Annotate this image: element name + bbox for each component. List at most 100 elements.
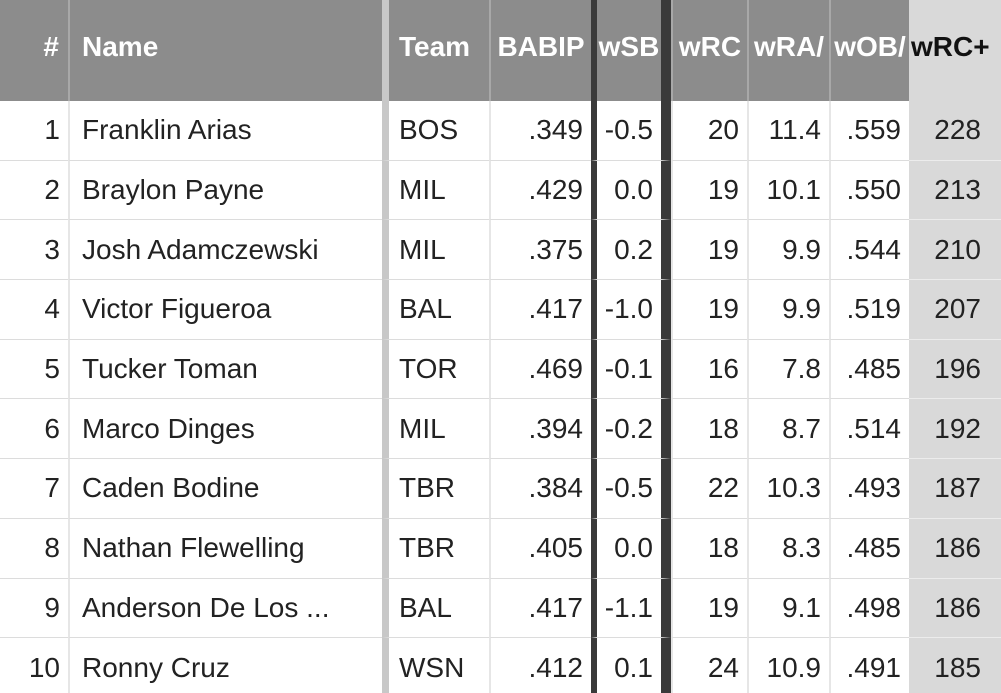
cell-name[interactable]: Braylon Payne — [68, 160, 382, 221]
cell-wrcplus: 186 — [909, 518, 1001, 579]
cell-wrcplus: 210 — [909, 220, 1001, 281]
table-row[interactable]: 9 Anderson De Los ... BAL .417 -1.1 19 9… — [0, 578, 1001, 639]
col-header-wraa[interactable]: wRA/ — [747, 0, 829, 101]
col-header-babip[interactable]: BABIP — [489, 0, 591, 101]
cell-babip: .384 — [489, 459, 591, 519]
cell-wrcplus: 187 — [909, 459, 1001, 519]
cell-wsb: 0.0 — [591, 160, 671, 221]
cell-rank: 9 — [0, 579, 68, 639]
table-row[interactable]: 7 Caden Bodine TBR .384 -0.5 22 10.3 .49… — [0, 459, 1001, 519]
cell-woba: .493 — [829, 459, 909, 519]
col-header-team[interactable]: Team — [382, 0, 489, 101]
cell-wsb: -0.5 — [591, 459, 671, 519]
cell-rank: 6 — [0, 399, 68, 460]
cell-wsb: 0.1 — [591, 638, 671, 693]
cell-team[interactable]: MIL — [382, 160, 489, 221]
table-row[interactable]: 2 Braylon Payne MIL .429 0.0 19 10.1 .55… — [0, 160, 1001, 221]
cell-team[interactable]: BAL — [382, 578, 489, 639]
table-row[interactable]: 10 Ronny Cruz WSN .412 0.1 24 10.9 .491 … — [0, 638, 1001, 693]
cell-team[interactable]: BAL — [382, 280, 489, 340]
cell-woba: .491 — [829, 638, 909, 693]
cell-wsb: -1.1 — [591, 578, 671, 639]
cell-wrcplus: 192 — [909, 399, 1001, 460]
cell-wrcplus: 213 — [909, 160, 1001, 221]
col-header-wrcplus[interactable]: wRC+ — [909, 0, 1001, 101]
cell-name[interactable]: Ronny Cruz — [68, 638, 382, 693]
cell-babip: .349 — [489, 101, 591, 161]
cell-woba: .519 — [829, 280, 909, 340]
cell-name[interactable]: Nathan Flewelling — [68, 518, 382, 579]
cell-wrc: 18 — [671, 518, 747, 579]
cell-babip: .429 — [489, 160, 591, 221]
cell-woba: .485 — [829, 339, 909, 400]
col-header-wsb[interactable]: wSB — [591, 0, 671, 101]
cell-name[interactable]: Marco Dinges — [68, 399, 382, 460]
cell-babip: .417 — [489, 280, 591, 340]
cell-wsb: -0.1 — [591, 339, 671, 400]
cell-team[interactable]: TBR — [382, 459, 489, 519]
col-header-rank[interactable]: # — [0, 0, 68, 101]
cell-team[interactable]: MIL — [382, 220, 489, 281]
cell-wraa: 9.9 — [747, 280, 829, 340]
cell-wrcplus: 186 — [909, 578, 1001, 639]
cell-wsb: 0.2 — [591, 220, 671, 281]
cell-wrc: 19 — [671, 220, 747, 281]
table-row[interactable]: 6 Marco Dinges MIL .394 -0.2 18 8.7 .514… — [0, 399, 1001, 460]
table-row[interactable]: 3 Josh Adamczewski MIL .375 0.2 19 9.9 .… — [0, 220, 1001, 281]
cell-rank: 2 — [0, 161, 68, 221]
cell-rank: 3 — [0, 220, 68, 281]
cell-wrc: 19 — [671, 578, 747, 639]
cell-babip: .469 — [489, 339, 591, 400]
cell-rank: 5 — [0, 340, 68, 400]
table-row[interactable]: 1 Franklin Arias BOS .349 -0.5 20 11.4 .… — [0, 101, 1001, 161]
cell-woba: .559 — [829, 101, 909, 161]
cell-babip: .417 — [489, 578, 591, 639]
cell-wraa: 8.7 — [747, 399, 829, 460]
cell-wrc: 16 — [671, 339, 747, 400]
cell-wrc: 19 — [671, 160, 747, 221]
cell-name[interactable]: Anderson De Los ... — [68, 578, 382, 639]
cell-rank: 10 — [0, 638, 68, 693]
cell-name[interactable]: Josh Adamczewski — [68, 220, 382, 281]
cell-wraa: 7.8 — [747, 339, 829, 400]
cell-wsb: -1.0 — [591, 280, 671, 340]
cell-team[interactable]: MIL — [382, 399, 489, 460]
cell-babip: .375 — [489, 220, 591, 281]
cell-woba: .544 — [829, 220, 909, 281]
cell-name[interactable]: Victor Figueroa — [68, 280, 382, 340]
cell-team[interactable]: TBR — [382, 518, 489, 579]
table-row[interactable]: 8 Nathan Flewelling TBR .405 0.0 18 8.3 … — [0, 518, 1001, 579]
cell-wsb: -0.5 — [591, 101, 671, 161]
col-header-woba[interactable]: wOB/ — [829, 0, 909, 101]
cell-name[interactable]: Franklin Arias — [68, 101, 382, 161]
header-row: # Name Team BABIP wSB wRC wRA/ wOB/ wRC+ — [0, 0, 1001, 101]
cell-wraa: 9.1 — [747, 578, 829, 639]
cell-woba: .498 — [829, 578, 909, 639]
cell-wrcplus: 196 — [909, 339, 1001, 400]
cell-team[interactable]: WSN — [382, 638, 489, 693]
cell-wraa: 8.3 — [747, 518, 829, 579]
cell-rank: 1 — [0, 101, 68, 161]
cell-wraa: 10.1 — [747, 160, 829, 221]
cell-team[interactable]: BOS — [382, 101, 489, 161]
cell-team[interactable]: TOR — [382, 339, 489, 400]
table-row[interactable]: 5 Tucker Toman TOR .469 -0.1 16 7.8 .485… — [0, 339, 1001, 400]
cell-wsb: -0.2 — [591, 399, 671, 460]
cell-name[interactable]: Caden Bodine — [68, 459, 382, 519]
cell-wrcplus: 185 — [909, 638, 1001, 693]
col-header-name[interactable]: Name — [68, 0, 382, 101]
cell-wrc: 22 — [671, 459, 747, 519]
col-header-wrc[interactable]: wRC — [671, 0, 747, 101]
cell-wrc: 20 — [671, 101, 747, 161]
cell-rank: 8 — [0, 519, 68, 579]
cell-name[interactable]: Tucker Toman — [68, 339, 382, 400]
cell-woba: .550 — [829, 160, 909, 221]
table-row[interactable]: 4 Victor Figueroa BAL .417 -1.0 19 9.9 .… — [0, 280, 1001, 340]
cell-wraa: 10.3 — [747, 459, 829, 519]
cell-wraa: 9.9 — [747, 220, 829, 281]
cell-wrc: 19 — [671, 280, 747, 340]
cell-rank: 4 — [0, 280, 68, 340]
cell-wsb: 0.0 — [591, 518, 671, 579]
